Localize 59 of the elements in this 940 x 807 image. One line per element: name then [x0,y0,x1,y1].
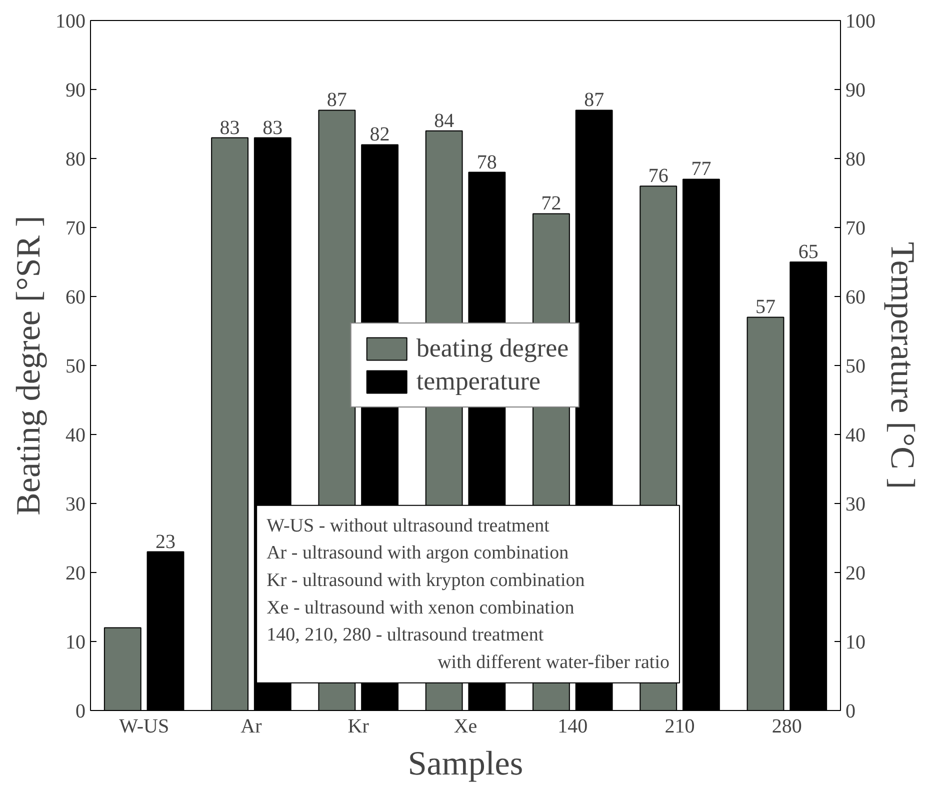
y2-tick-label: 30 [846,494,866,516]
y2-tick-label: 10 [846,632,866,654]
data-label: 57 [756,296,776,318]
data-label: 72 [541,192,562,215]
y-tick-label: 50 [66,356,86,378]
x-tick-label: Ar [240,716,262,738]
x-tick-label: Xe [454,716,478,738]
x-tick-label: Kr [348,716,370,738]
data-label: 87 [326,89,347,112]
y2-axis-title: Temperature [°C ] [884,242,920,490]
x-tick-label: 280 [772,716,802,738]
bar [104,627,142,710]
data-label: 76 [648,165,668,188]
y-tick-label: 90 [66,80,86,102]
annotation: with different water-fiber ratio [266,652,670,673]
y-tick-label: 80 [66,148,86,170]
y2-tick-label: 70 [846,218,866,240]
y2-tick-label: 60 [846,286,866,308]
x-axis-title: Samples [408,746,524,782]
x-tick-label: W-US [119,716,170,738]
bar [146,551,184,710]
data-label: 65 [798,241,818,263]
y-tick-label: 20 [66,562,86,584]
y2-tick-label: 100 [846,10,876,32]
x-tick-label: 140 [558,716,588,738]
data-label: 87 [584,89,604,112]
y-tick-label: 40 [66,424,86,446]
y2-tick-label: 20 [846,562,866,584]
y-tick-label: 100 [56,10,86,32]
y2-tick-label: 0 [846,700,856,722]
annotation: Xe - ultrasound with xenon combination [266,597,575,618]
y2-tick-label: 40 [846,424,866,446]
y2-tick-label: 80 [846,148,866,170]
y-axis-title: Beating degree [°SR ] [10,216,48,516]
data-label: 84 [434,110,454,132]
legend-label: temperature [416,366,540,396]
annotation: Kr - ultrasound with krypton combination [266,570,586,591]
y-tick-label: 60 [66,286,86,308]
y-tick-label: 30 [66,494,86,516]
bar [746,316,784,710]
data-label: 77 [691,158,712,180]
data-label: 82 [370,124,390,146]
data-label: 83 [262,116,283,139]
annotation: 140, 210, 280 - ultrasound treatment [266,624,544,646]
data-label: 83 [220,116,240,139]
y2-tick-label: 50 [846,356,866,378]
y2-tick-label: 90 [846,80,866,102]
y-tick-label: 10 [66,632,86,654]
data-label: 23 [156,530,176,553]
bar [790,262,828,710]
bar [682,178,720,710]
bar [211,137,248,710]
legend-label: beating degree [416,334,569,364]
annotation: Ar - ultrasound with argon combination [266,542,570,564]
annotation: W-US - without ultrasound treatment [266,515,550,536]
y-tick-label: 70 [66,218,86,240]
x-tick-label: 210 [664,716,695,738]
data-label: 78 [476,151,497,174]
y-tick-label: 0 [76,700,86,722]
